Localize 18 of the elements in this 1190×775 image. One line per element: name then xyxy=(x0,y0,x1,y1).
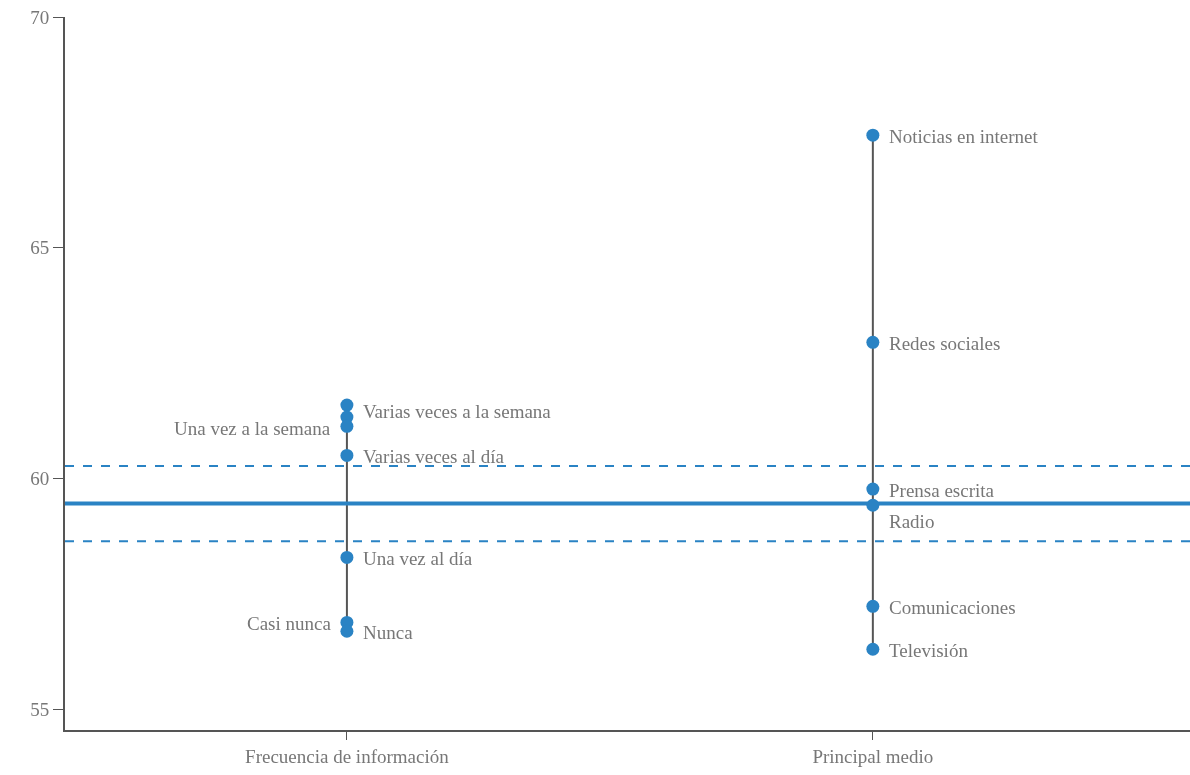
annotation: Casi nunca xyxy=(247,613,332,634)
annotation: Noticias en internet xyxy=(889,126,1039,147)
y-tick-label: 70 xyxy=(30,6,50,28)
annotation: Una vez al día xyxy=(363,548,473,569)
annotation: Radio xyxy=(889,511,935,532)
annotation: Televisión xyxy=(889,640,969,661)
x-tick-label: Principal medio xyxy=(812,745,934,767)
y-tick-label: 60 xyxy=(30,468,50,490)
annotation: Redes sociales xyxy=(889,333,1001,354)
annotation: Una vez a la semana xyxy=(174,418,331,439)
annotation: Varias veces al día xyxy=(363,446,505,467)
annotation: Comunicaciones xyxy=(889,597,1016,618)
y-tick-label: 65 xyxy=(30,237,50,259)
x-tick-label: Frecuencia de información xyxy=(245,745,450,767)
annotation: Prensa escrita xyxy=(889,480,995,501)
annotation: Nunca xyxy=(363,622,414,643)
annotation: Varias veces a la semana xyxy=(363,401,552,422)
y-tick-label: 55 xyxy=(30,698,50,720)
